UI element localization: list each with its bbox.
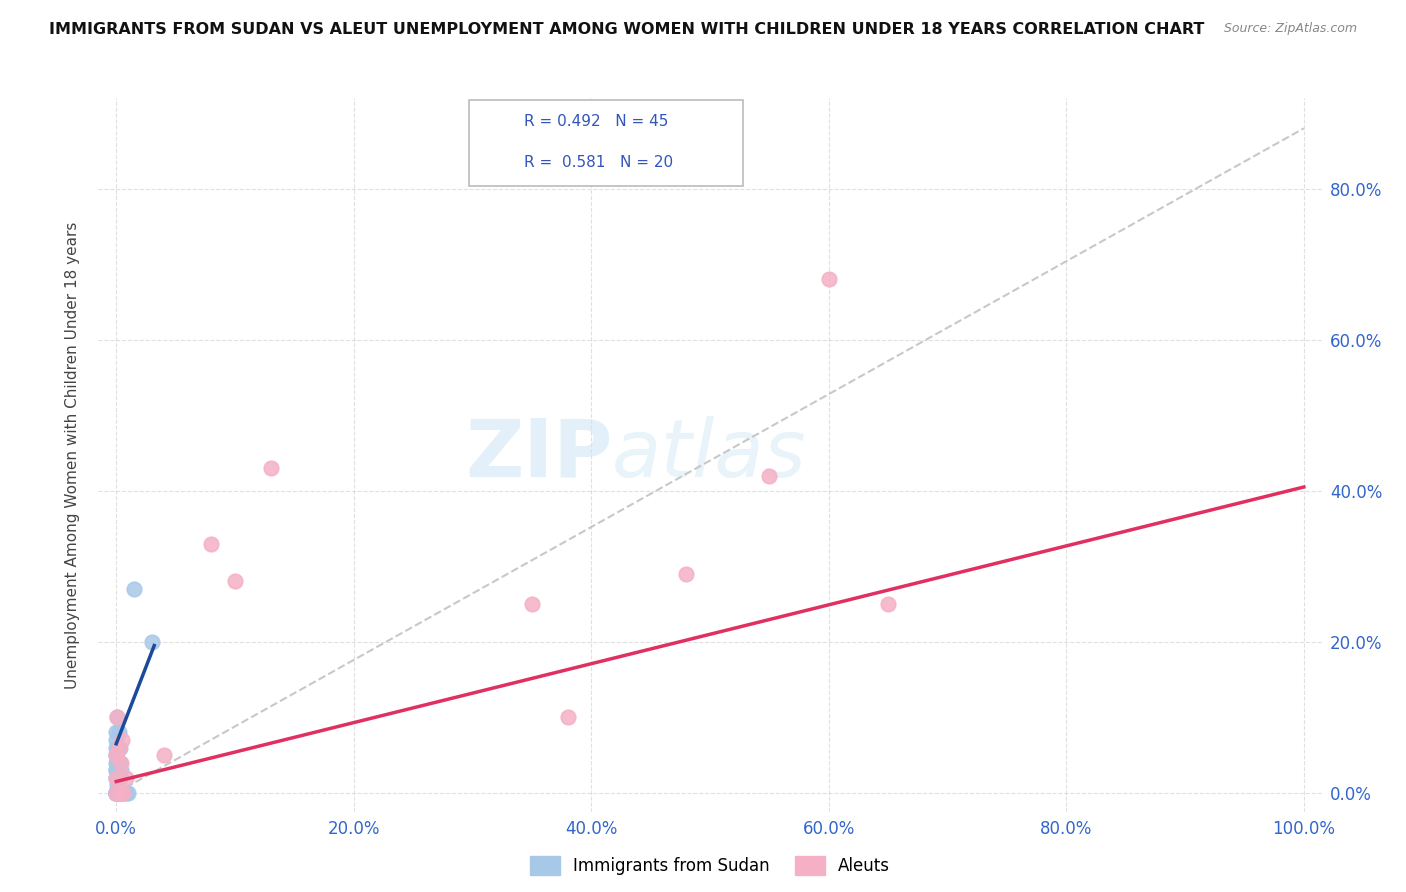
Point bbox=[105, 748, 128, 763]
Text: Source: ZipAtlas.com: Source: ZipAtlas.com bbox=[1223, 22, 1357, 36]
Point bbox=[152, 748, 174, 763]
Point bbox=[107, 756, 129, 770]
Legend: Immigrants from Sudan, Aleuts: Immigrants from Sudan, Aleuts bbox=[523, 849, 897, 882]
Point bbox=[105, 786, 128, 800]
Point bbox=[112, 786, 135, 800]
Point bbox=[105, 771, 128, 785]
Text: R = 0.492   N = 45: R = 0.492 N = 45 bbox=[524, 114, 669, 128]
Point bbox=[105, 763, 128, 777]
Point bbox=[758, 468, 780, 483]
Point bbox=[112, 786, 135, 800]
Point bbox=[675, 566, 697, 581]
Point bbox=[107, 740, 129, 755]
Point bbox=[108, 740, 131, 755]
Point bbox=[817, 272, 839, 286]
Point bbox=[105, 786, 128, 800]
Point bbox=[110, 763, 132, 777]
Point bbox=[117, 786, 139, 800]
Point bbox=[105, 786, 128, 800]
Point bbox=[107, 786, 129, 800]
Point bbox=[107, 756, 129, 770]
Point bbox=[107, 771, 129, 785]
Point bbox=[107, 771, 129, 785]
Point bbox=[108, 786, 131, 800]
Point bbox=[557, 710, 579, 724]
Point bbox=[105, 756, 128, 770]
Point bbox=[107, 740, 129, 755]
Point bbox=[108, 756, 131, 770]
Point bbox=[105, 786, 128, 800]
Point bbox=[105, 763, 128, 777]
Point bbox=[105, 748, 128, 763]
Point bbox=[105, 786, 128, 800]
Text: R =  0.581   N = 20: R = 0.581 N = 20 bbox=[524, 155, 673, 169]
Point bbox=[141, 635, 163, 649]
Point bbox=[107, 786, 129, 800]
Point bbox=[114, 771, 136, 785]
Point bbox=[105, 733, 128, 747]
Point bbox=[107, 778, 129, 792]
Point bbox=[259, 461, 281, 475]
Point bbox=[877, 597, 900, 611]
Point bbox=[107, 710, 129, 724]
Point bbox=[105, 786, 128, 800]
Text: IMMIGRANTS FROM SUDAN VS ALEUT UNEMPLOYMENT AMONG WOMEN WITH CHILDREN UNDER 18 Y: IMMIGRANTS FROM SUDAN VS ALEUT UNEMPLOYM… bbox=[49, 22, 1205, 37]
Point bbox=[107, 725, 129, 739]
Point bbox=[105, 786, 128, 800]
Point bbox=[105, 786, 128, 800]
Point bbox=[108, 786, 131, 800]
Point bbox=[200, 536, 222, 550]
Point bbox=[105, 771, 128, 785]
Point bbox=[122, 582, 145, 596]
Point bbox=[105, 786, 128, 800]
Point bbox=[105, 786, 128, 800]
Point bbox=[520, 597, 543, 611]
Point bbox=[110, 756, 132, 770]
Point bbox=[105, 786, 128, 800]
Point bbox=[110, 786, 132, 800]
Point bbox=[105, 786, 128, 800]
Point bbox=[105, 771, 128, 785]
Y-axis label: Unemployment Among Women with Children Under 18 years: Unemployment Among Women with Children U… bbox=[65, 221, 80, 689]
Text: atlas: atlas bbox=[612, 416, 807, 494]
Text: ZIP: ZIP bbox=[465, 416, 612, 494]
Point bbox=[111, 733, 134, 747]
Point bbox=[105, 786, 128, 800]
Point bbox=[111, 786, 134, 800]
Point bbox=[107, 710, 129, 724]
Point bbox=[105, 740, 128, 755]
Point bbox=[114, 786, 136, 800]
Point bbox=[105, 786, 128, 800]
Point bbox=[224, 574, 246, 589]
Point bbox=[108, 771, 131, 785]
Point bbox=[105, 748, 128, 763]
Point bbox=[105, 725, 128, 739]
